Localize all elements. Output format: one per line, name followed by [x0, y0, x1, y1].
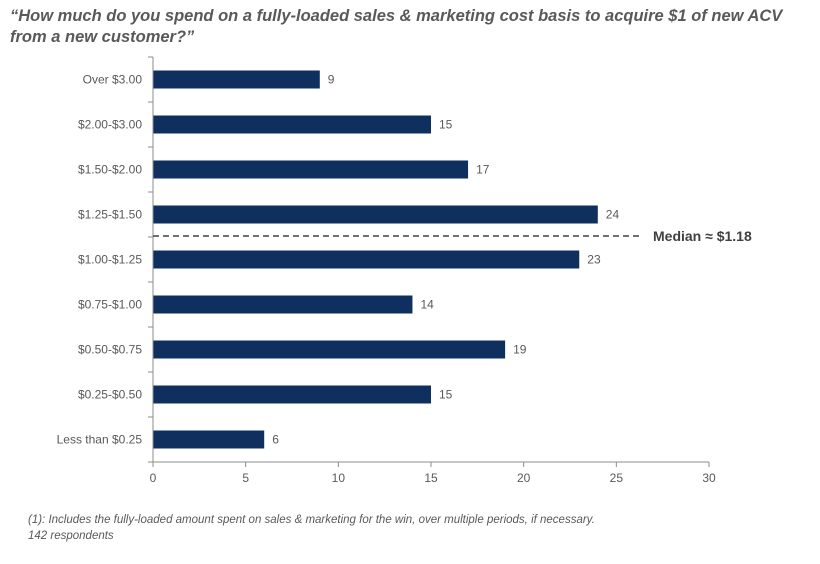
category-label: $1.50-$2.00 [78, 163, 142, 177]
data-label: 17 [476, 163, 490, 177]
category-label: $0.50-$0.75 [78, 343, 142, 357]
footnote-note: (1): Includes the fully-loaded amount sp… [28, 514, 595, 526]
median-annotation: Median ≈ $1.18 [153, 228, 752, 244]
x-tick-label: 25 [610, 471, 624, 485]
data-label: 23 [587, 253, 601, 267]
footnote-respondents: 142 respondents [28, 530, 114, 542]
x-tick-label: 10 [332, 471, 346, 485]
x-tick-label: 0 [150, 471, 157, 485]
x-tick-label: 15 [424, 471, 438, 485]
category-label: $0.25-$0.50 [78, 388, 142, 402]
bar [153, 295, 413, 314]
bars-group: 9 15 17 24 23 14 19 15 6 [153, 70, 620, 449]
bar [153, 340, 506, 359]
x-tick-label: 5 [242, 471, 249, 485]
category-label: $2.00-$3.00 [78, 118, 142, 132]
data-label: 15 [439, 388, 453, 402]
data-label: 6 [272, 433, 279, 447]
x-tick-label: 20 [517, 471, 531, 485]
x-axis: Over $3.00 $2.00-$3.00 $1.50-$2.00 $1.25-$1… [57, 56, 716, 485]
data-label: 9 [328, 73, 335, 87]
bar [153, 250, 580, 269]
category-label: $1.25-$1.50 [78, 208, 142, 222]
category-label: Less than $0.25 [57, 433, 143, 447]
chart-title: “How much do you spend on a fully-loaded… [10, 7, 783, 46]
bar [153, 430, 265, 449]
data-label: 14 [420, 298, 434, 312]
footnote: (1): Includes the fully-loaded amount sp… [28, 512, 808, 544]
bar [153, 205, 598, 224]
x-tick-label: 30 [702, 471, 716, 485]
category-label: Over $3.00 [83, 73, 143, 87]
bar [153, 385, 431, 404]
median-label: Median ≈ $1.18 [653, 228, 752, 244]
category-label: $1.00-$1.25 [78, 253, 142, 267]
bar [153, 70, 320, 89]
data-label: 24 [606, 208, 620, 222]
category-label: $0.75-$1.00 [78, 298, 142, 312]
data-label: 15 [439, 118, 453, 132]
bar [153, 115, 431, 134]
bar [153, 160, 469, 179]
data-label: 19 [513, 343, 527, 357]
